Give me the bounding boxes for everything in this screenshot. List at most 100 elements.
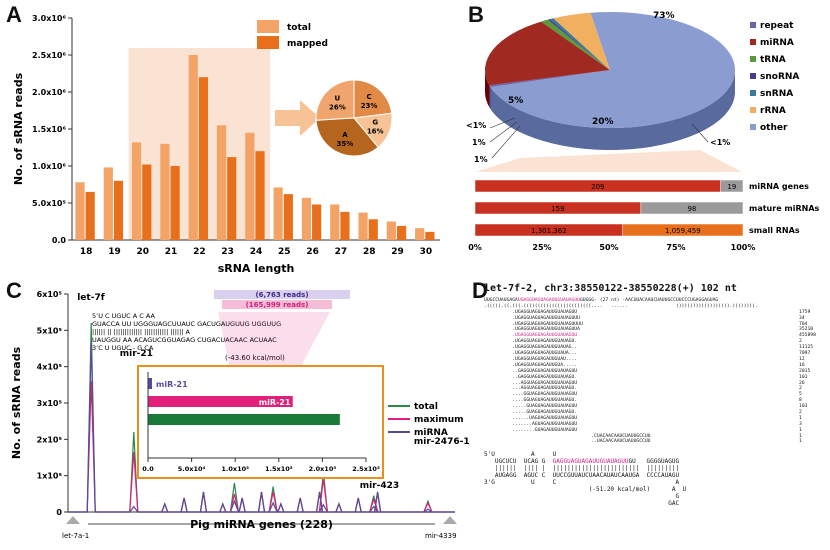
hairpin-line: 3’C U UGUC - G CA: [92, 344, 154, 352]
x-end-label: mir-4339: [425, 532, 457, 540]
pie-label-mirna: 20%: [592, 117, 614, 127]
structure-line: GAC: [484, 500, 680, 508]
hairpin-line: |||||| || ||||||||||||| ||||||||||| ||||…: [92, 328, 191, 336]
segment-label: 1,059,459: [665, 227, 701, 235]
y-tick-label: 1.5x10⁶: [32, 125, 66, 134]
peak-label: mir-21: [120, 349, 153, 359]
read-count: 34: [799, 315, 805, 321]
peak-label: mir-2476-1/2/3: [414, 437, 470, 447]
legend-label: snoRNA: [760, 72, 799, 82]
panel-label-d: D: [472, 278, 488, 303]
segment-label: 98: [687, 205, 696, 213]
structure-line: 3'G U C A: [484, 479, 680, 487]
bar-total: [386, 221, 396, 240]
read-count: 2015: [799, 368, 811, 374]
y-tick-label: 6x10⁵: [37, 290, 63, 299]
pie-slice-snoRNA: [547, 19, 610, 70]
legend-label: total: [414, 402, 438, 412]
inset-bar: [148, 378, 152, 389]
bar-mapped: [198, 77, 209, 240]
legend-label: tRNA: [760, 55, 786, 65]
read-row: .....GUAGUAGAUUGUAUAGU. 2: [484, 410, 824, 416]
panel-d-title: let-7f-2, chr3:38550122-38550228(+) 102 …: [484, 283, 737, 294]
panel-d-structure: 5'U A U UGCUCU UCAG G GAGGUAGUAGAUUGUAUA…: [484, 451, 824, 507]
bar-mapped: [85, 191, 95, 240]
structure-line: AUGAGG AGUC C UUCCGUUAUCUAACAUAUCAAUGA C…: [484, 472, 680, 480]
peak-label: mir-423: [360, 481, 399, 491]
bar-total: [415, 228, 425, 240]
segment-label: 209: [591, 183, 604, 191]
read-row: ........GUAGAUUGUAUAGUU 1: [484, 428, 824, 434]
structure-line: G: [484, 493, 680, 501]
read-count: 11125: [799, 345, 814, 351]
legend-label: rRNA: [760, 106, 786, 116]
read-count: 2: [799, 386, 802, 392]
read-count: 1: [799, 415, 802, 421]
read-sequence: .UGAGGUAGUAGAUUGUAUAGUUUU: [484, 321, 583, 327]
read-sequence: ...AGGUAGUAGAUUGUAUAGU.: [484, 386, 578, 392]
legend-label: miRNA: [414, 428, 448, 438]
y-tick-label: 5x10⁵: [37, 326, 63, 335]
y-tick-label: 3.0x10⁶: [32, 14, 66, 23]
read-count: 16: [799, 362, 805, 368]
read-count: 1: [799, 427, 802, 433]
structure-line: |||||| |||| | |||||||||||||||||||||||| |…: [484, 465, 680, 473]
panel-label-b: B: [468, 2, 484, 27]
bar-total: [188, 55, 198, 240]
y-tick-label: 2.0x10⁶: [32, 88, 66, 97]
pie-outside-label: <1%: [466, 121, 486, 130]
read-count: 7097: [799, 351, 811, 357]
read-sequence: .CUACAACAAUCUAUUGCCUU: [484, 433, 651, 439]
segment-label: 1,301,362: [531, 227, 567, 235]
read-row: .UGAGGUAGUAGAUUGUAUAGU. 2: [484, 339, 824, 345]
read-row: ...AGGUAGUAGAUUGUAUAGUU 26: [484, 381, 824, 387]
read-row: .CUACAACAAUCUAUUGCCUU 1: [484, 434, 824, 440]
leader-line: [691, 123, 709, 143]
y-tick-label: 1x10⁵: [37, 472, 63, 481]
seq-tail: GUGGG- (27 nt) -AACUUACAAUCUAUUGCCUUCCCU…: [579, 298, 719, 303]
pie-percent: 23%: [361, 102, 378, 110]
pie-label-other: 73%: [653, 11, 675, 21]
x-tick-label: 100%: [731, 243, 756, 252]
read-sequence: .....GUAGUAGAUUGUAUAGUU: [484, 404, 578, 410]
read-sequence: .UGAGGUAGUAGAUUGUAUA...: [484, 351, 578, 357]
leader-line: [489, 121, 518, 143]
read-sequence: ..UACAACAAUCUAUUGCCUU: [484, 439, 651, 445]
read-row: .UGAGGUAGUAGAUUGUAUAGUUUU 704: [484, 322, 824, 328]
inset-bar-label: miR-21: [156, 380, 188, 389]
arrow-icon: [275, 100, 320, 136]
read-row: ..UACAACAAUCUAUUGCCUU 1: [484, 439, 824, 445]
bar-total: [216, 125, 227, 240]
read-count: 103: [799, 404, 808, 410]
x-tick-label: 50%: [599, 243, 618, 252]
inset-bar: [148, 414, 340, 425]
bar-total: [330, 204, 340, 240]
pie-percent: 16%: [367, 127, 384, 135]
y-tick-label: 2.5x10⁶: [32, 51, 66, 60]
y-tick-label: 2x10⁵: [37, 435, 63, 444]
x-tick-label: 19: [108, 247, 121, 257]
zoom-region: [475, 150, 742, 172]
read-row: ....GGUAGUAGAUUGUAUAGU. 8: [484, 398, 824, 404]
x-tick-label: 28: [363, 247, 376, 257]
panel-label-a: A: [6, 2, 22, 27]
pie-letter: A: [342, 131, 348, 139]
pie-slice: [353, 79, 393, 119]
read-row: .UGAGGUAGUAGAUUGUA..... 16: [484, 363, 824, 369]
read-row: .UGAGGUAGUAGAUUGUAUAG.. 11125: [484, 345, 824, 351]
x-tick-label: 24: [250, 247, 263, 257]
stacked-segment: [720, 179, 744, 193]
bar-total: [358, 212, 368, 240]
x-axis-label: Pig miRNA genes (228): [190, 518, 333, 531]
pie-percent: 26%: [329, 103, 346, 111]
bar-mapped: [312, 204, 322, 240]
bar-mapped: [283, 194, 293, 240]
bar-mapped: [368, 219, 378, 240]
read-sequence: .UGAGGUAGUAGAUUGUAUAGU.: [484, 339, 578, 345]
pie-slice-snRNA: [549, 18, 610, 70]
x-tick-label: 29: [391, 247, 404, 257]
bar-total: [103, 167, 113, 240]
legend-swatch: [750, 22, 756, 28]
pie-slice: [315, 79, 355, 121]
read-sequence: .....GUAGUAGAUUGUAUAGU.: [484, 409, 578, 415]
